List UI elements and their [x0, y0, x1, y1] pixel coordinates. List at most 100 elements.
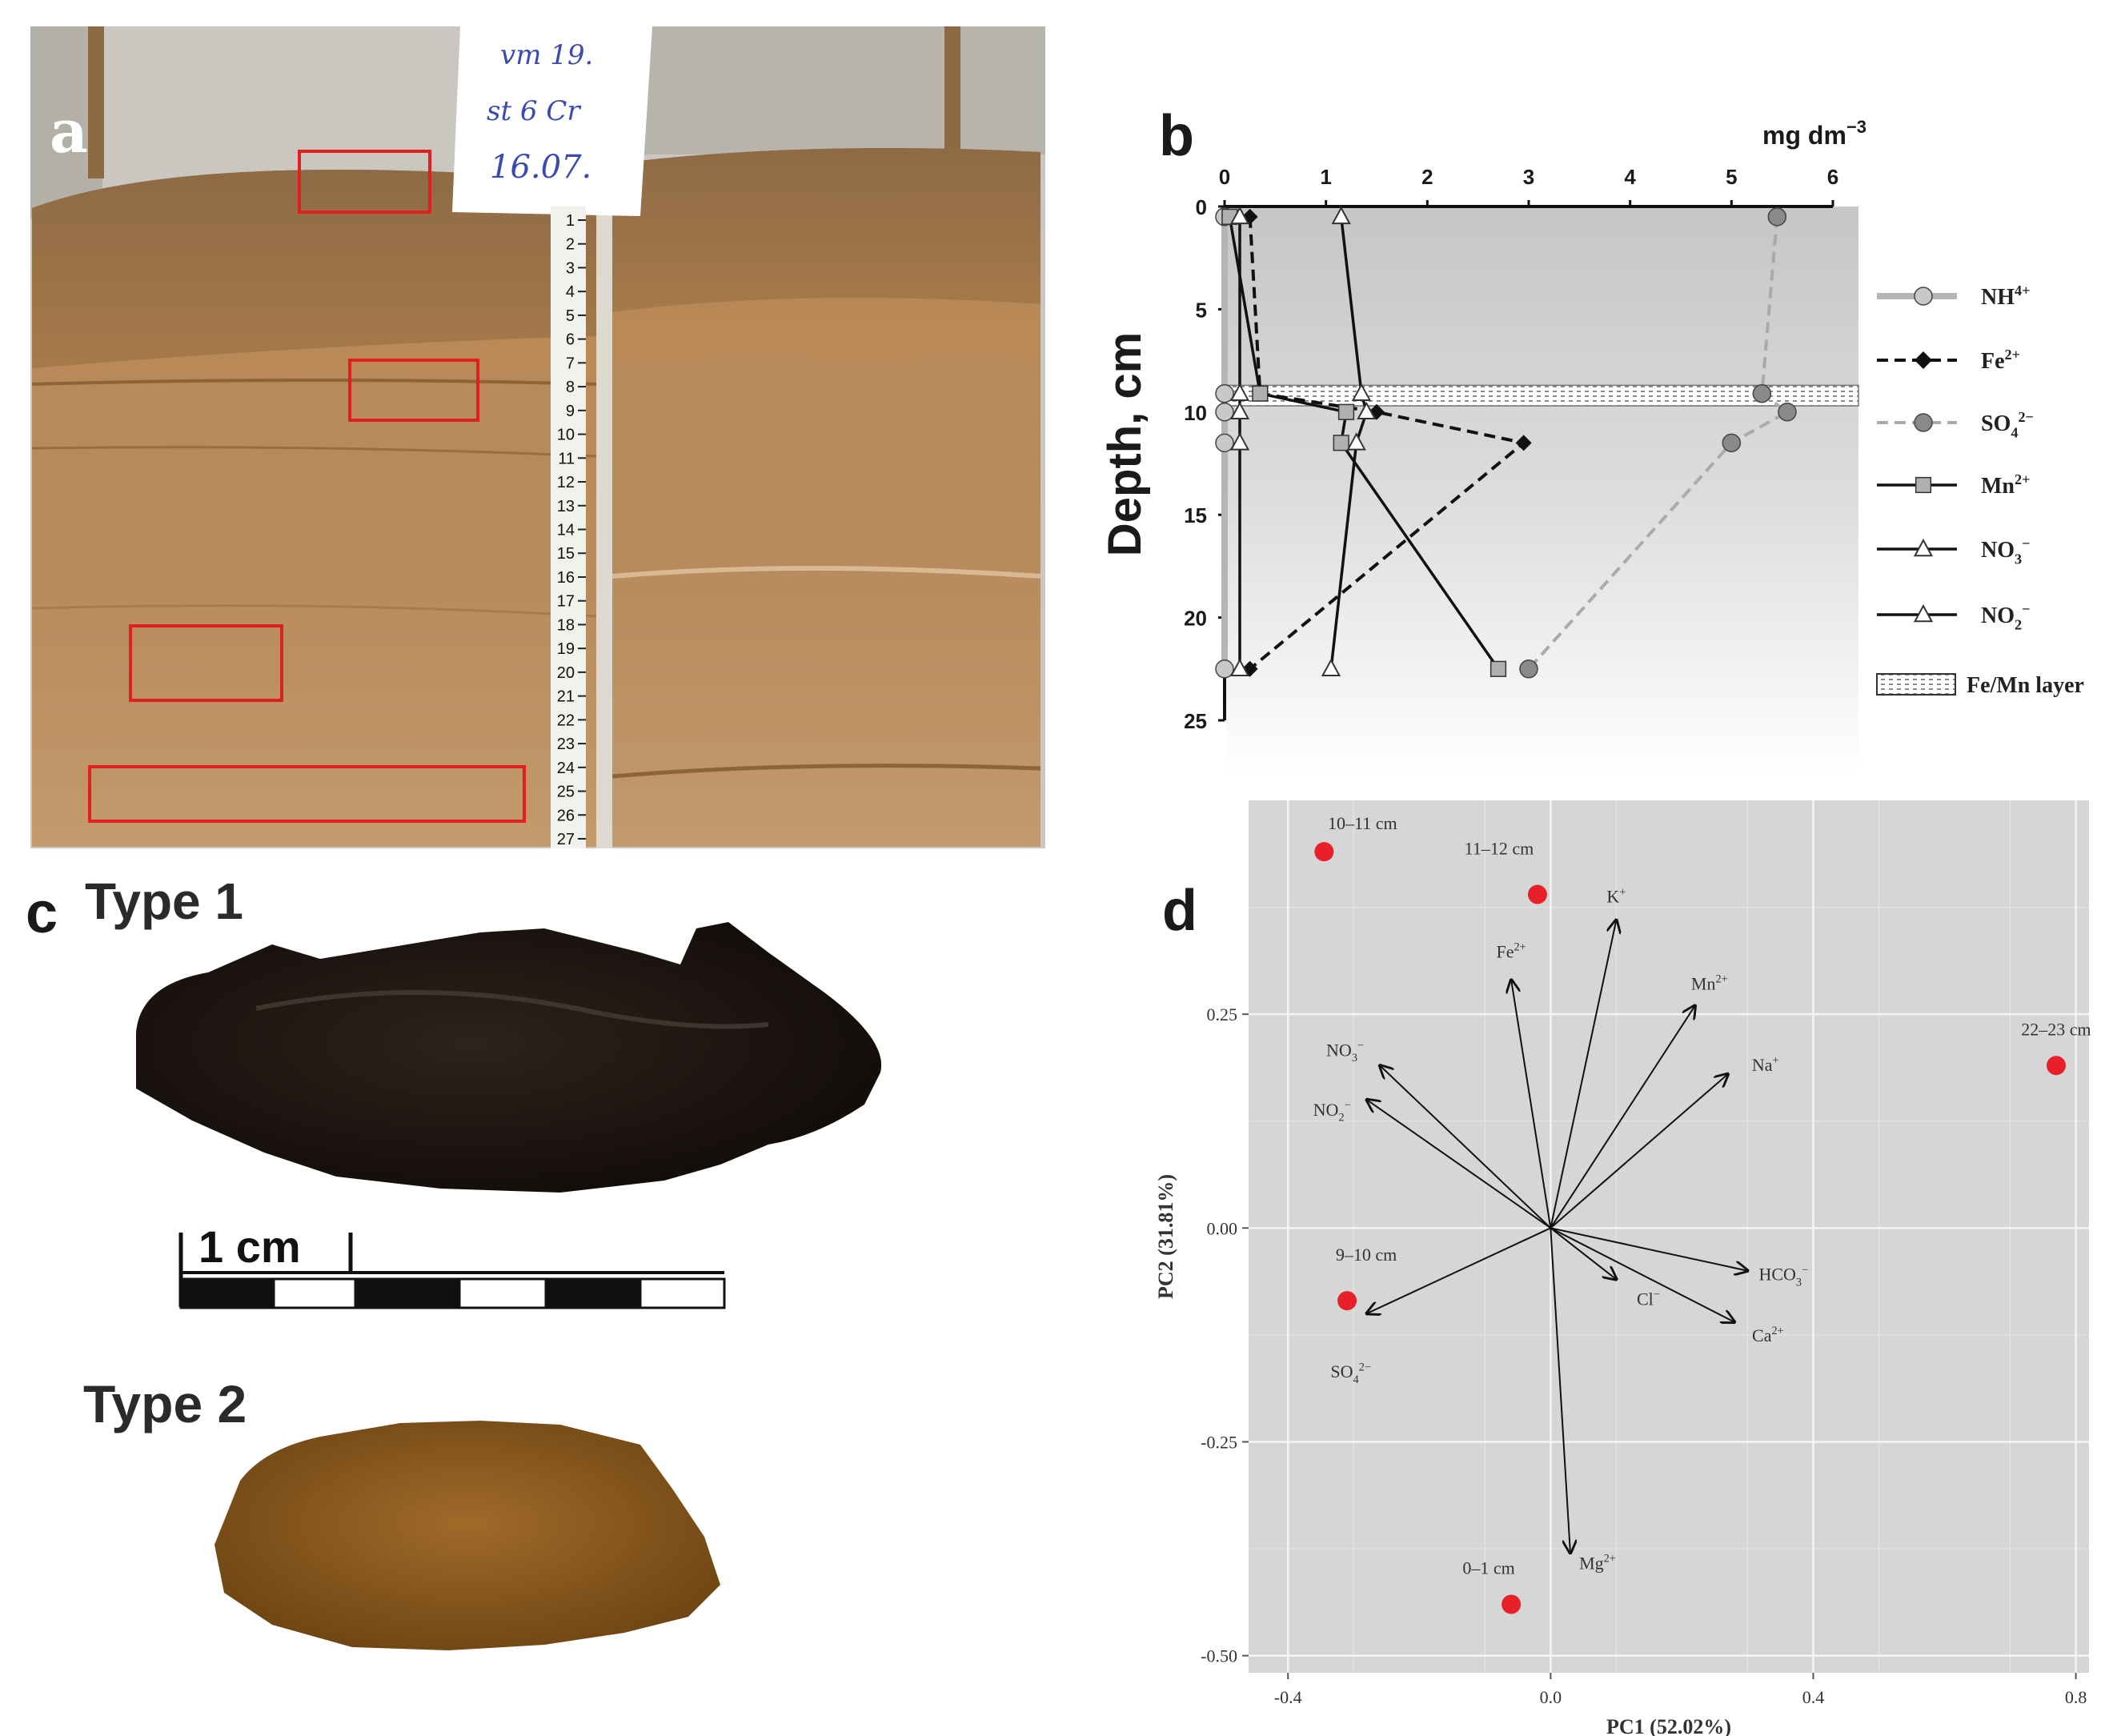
y-tick-label: -0.50	[1201, 1646, 1237, 1666]
series-point	[1215, 403, 1234, 422]
unit-text: mg dm	[1762, 121, 1846, 150]
sample-label-line-1: vm 19.	[500, 39, 593, 71]
loading-vector-arrow	[1380, 1065, 1552, 1229]
legend-label: SO42−	[1981, 409, 2034, 441]
unit-exponent: −3	[1846, 117, 1866, 137]
series-point	[1229, 658, 1250, 677]
loading-vector-arrow	[1550, 1074, 1727, 1229]
series-point	[1778, 403, 1797, 422]
x-tick-label: 0.4	[1802, 1687, 1825, 1707]
panel-letter-d: d	[1162, 879, 1197, 943]
highlight-box-25cm	[88, 765, 526, 823]
loading-vector-label: Mn2+	[1691, 973, 1728, 994]
series-point	[1321, 658, 1341, 677]
panel-b-unit-label: mg dm−3	[1762, 117, 1866, 150]
y-tick-label: 0.00	[1207, 1218, 1238, 1238]
panel-c-concretion-photos: c Type 1 1 cm Type 2	[26, 872, 882, 1650]
series-point	[1229, 206, 1250, 225]
series-point	[1351, 383, 1372, 401]
sample-point	[1527, 884, 1547, 904]
scale-bar-segment	[179, 1277, 275, 1309]
type-1-concretion	[136, 922, 882, 1193]
sample-point-label: 11–12 cm	[1465, 839, 1534, 859]
highlight-box-9cm	[348, 359, 479, 422]
loading-vector-label: Cl−	[1637, 1289, 1660, 1309]
highlight-box-top	[298, 150, 431, 214]
series-point	[1357, 401, 1377, 420]
y-tick-label: 20	[1184, 607, 1207, 631]
panel-d-plot: -0.4 0.0 0.4 0.8 -0.50 -0.25 0.00 0.25 PC1 (52.0…	[1154, 800, 2091, 1736]
panel-letter-b: b	[1159, 104, 1194, 168]
x-tick-label: 5	[1726, 165, 1737, 189]
depth-ruler-ticks: 1234567891011121314151617181920212223242…	[557, 212, 586, 848]
panel-b-depth-profile-chart: b 0 1 2 3 4 5 6 0 5 10 15 20 25 mg dm−3 Depth, cm NH…	[1099, 104, 2084, 776]
panel-d-pca-biplot: d -0.4 0.0 0.4 0.8 -0.50 -0.25 0.00 0.25 PC1 (52…	[1154, 800, 2091, 1736]
ruler-tick-label: 23	[557, 736, 575, 753]
loading-vector-label: HCO3−	[1758, 1264, 1808, 1289]
legend-swatch-fe-mn-layer	[1876, 673, 1956, 696]
ruler-tick-label: 1	[566, 212, 575, 230]
panel-b-y-axis-label: Depth, cm	[1099, 332, 1151, 556]
ruler-tick-label: 10	[557, 427, 575, 444]
series-point	[1914, 287, 1933, 306]
loading-vector-arrow	[1550, 1227, 1616, 1279]
ruler-tick-label: 18	[557, 616, 575, 634]
series-point	[1519, 660, 1538, 679]
panel-b-series	[1215, 206, 1797, 679]
series-point	[1215, 383, 1234, 403]
sediment-stratum-line	[31, 446, 597, 458]
pca-x-axis-label: PC1 (52.02%)	[1606, 1715, 1731, 1736]
scale-bar-segment	[354, 1277, 461, 1309]
ruler-tick-label: 3	[566, 259, 575, 277]
x-tick-label: 2	[1421, 165, 1433, 189]
ruler-tick-label: 16	[557, 569, 575, 587]
loading-vector-label: SO42−	[1330, 1361, 1371, 1385]
sample-label-line-3: 16.07.	[490, 149, 591, 186]
y-tick-label: 0.25	[1207, 1004, 1238, 1024]
y-tick-label: 25	[1184, 709, 1207, 733]
type-1-surface-ridge	[255, 990, 769, 1029]
loading-vector-label: NO2−	[1313, 1099, 1351, 1124]
series-point	[1515, 435, 1532, 451]
ruler-tick-label: 25	[557, 784, 575, 801]
legend-label: Fe2+	[1981, 347, 2020, 374]
legend-label-fe-mn-layer: Fe/Mn layer	[1967, 673, 2084, 698]
legend-label: NO2−	[1981, 601, 2030, 633]
panel-letter-c: c	[26, 881, 58, 945]
sediment-top-layer	[32, 170, 596, 368]
ruler-tick-label: 8	[566, 379, 575, 396]
sample-point	[1502, 1594, 1522, 1614]
x-tick-label: 1	[1320, 165, 1331, 189]
type-1-label: Type 1	[85, 872, 243, 930]
legend-label: Mn2+	[1981, 471, 2030, 499]
ruler-tick-label: 14	[557, 522, 575, 539]
loading-vector-label: Ca2+	[1752, 1325, 1784, 1345]
ruler-tick-label: 22	[557, 712, 575, 729]
y-tick-label: 10	[1184, 401, 1207, 425]
loading-vector-arrow	[1550, 1228, 1570, 1553]
sediment-stratum-line	[611, 764, 1041, 779]
pca-y-axis-label: PC2 (31.81%)	[1154, 1174, 1177, 1299]
panel-letter-a: a	[50, 98, 88, 166]
ruler-tick-label: 4	[566, 283, 575, 301]
core-split-gap	[596, 154, 612, 848]
sample-point-label: 10–11 cm	[1328, 813, 1397, 833]
series-point	[1767, 207, 1787, 227]
loading-vector-label: K+	[1606, 886, 1626, 907]
loading-vector-label: NO3−	[1326, 1039, 1364, 1064]
series-point	[1331, 206, 1351, 225]
series-point	[1490, 660, 1507, 677]
series-point	[1752, 383, 1772, 403]
ruler-tick-label: 17	[557, 593, 575, 611]
y-tick-label: 15	[1184, 503, 1207, 527]
scale-bar-segment	[639, 1277, 726, 1309]
series-point	[1913, 603, 1934, 623]
panel-a-sediment-core-photo: vm 19. st 6 Cr 16.07. 123456789101112131…	[30, 26, 1045, 848]
loading-vector-arrow	[1550, 1227, 1747, 1270]
scale-bar	[178, 1233, 726, 1309]
series-point	[1915, 351, 1932, 369]
sediment-right-half	[612, 148, 1040, 847]
loading-vector-label: Na+	[1752, 1054, 1779, 1075]
series-point	[1229, 401, 1250, 420]
sample-point-label: 9–10 cm	[1336, 1245, 1397, 1265]
